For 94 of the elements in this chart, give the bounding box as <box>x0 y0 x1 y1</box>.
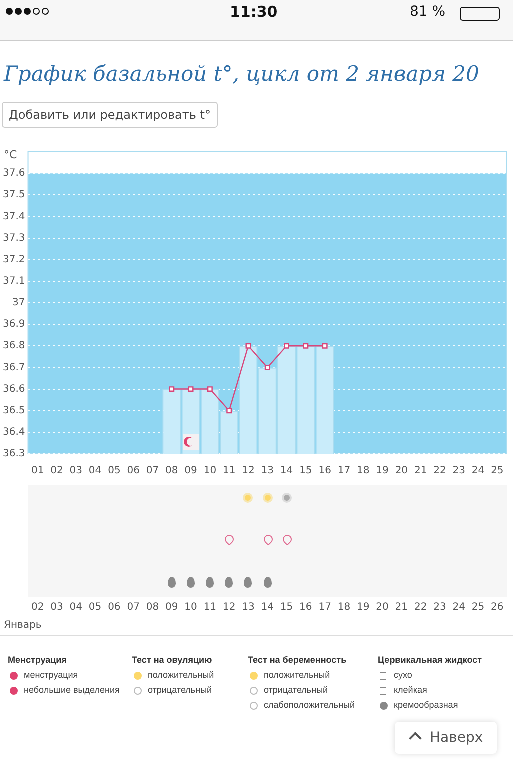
text: слабоположительный <box>264 700 356 710</box>
x-tick-label: 14 <box>280 466 294 477</box>
text: положительный <box>264 670 330 680</box>
text: небольшие выделения <box>24 685 120 695</box>
text: 04 <box>68 602 84 613</box>
text: положительный <box>148 670 214 680</box>
text: 14 <box>260 602 275 613</box>
x-tick-label: 05 <box>108 466 121 477</box>
x-tick-label: 18 <box>357 466 370 477</box>
x-tick-label: 25 <box>491 466 504 477</box>
y-tick-label: 37 <box>12 298 26 309</box>
y-tick-label: 37.2 <box>3 254 26 266</box>
y-tick-label: 36.5 <box>3 405 26 416</box>
text: 02 <box>30 602 46 613</box>
text: Наверх <box>430 730 484 746</box>
x-tick-label: 20 <box>395 466 408 477</box>
x-tick-label: 03 <box>70 466 83 477</box>
text: 19 <box>356 602 371 613</box>
text: Цервикальная жидкост <box>378 655 482 665</box>
text: 13 <box>241 602 256 613</box>
text: 23 <box>432 602 448 613</box>
x-tick-label: 08 <box>166 466 178 477</box>
text: клейкая <box>394 685 428 695</box>
y-tick-label: 37.6 <box>3 168 26 180</box>
text: 03 <box>50 602 64 613</box>
x-tick-label: 16 <box>318 466 332 477</box>
point <box>264 364 270 370</box>
text: Тест на беременность <box>248 655 347 665</box>
text: 24 <box>452 602 466 613</box>
text: 11:30 <box>230 3 278 21</box>
point <box>188 386 194 392</box>
text: 07 <box>126 602 141 613</box>
y-tick-label: 36.9 <box>3 319 26 330</box>
y-tick-label: 36.4 <box>3 427 26 438</box>
point <box>322 343 328 349</box>
point <box>246 343 252 349</box>
x-tick-label: 10 <box>204 466 217 477</box>
text: кремообразная <box>394 700 458 710</box>
x-tick-label: 01 <box>31 466 44 477</box>
x-tick-label: 12 <box>242 466 255 477</box>
point <box>207 386 213 392</box>
x-tick-label: 09 <box>184 466 198 477</box>
x-tick-label: 17 <box>338 466 351 477</box>
text: сухо <box>394 670 412 680</box>
y-tick-label: 36.3 <box>3 448 26 460</box>
text: отрицательный <box>148 685 212 695</box>
x-tick-label: 13 <box>261 466 274 477</box>
point <box>284 343 290 349</box>
text: отрицательный <box>264 685 328 695</box>
text: 06 <box>107 602 122 613</box>
y-tick-label: 36.7 <box>3 362 26 374</box>
y-tick-label: 37.4 <box>3 211 26 222</box>
x-tick-label: 21 <box>414 466 428 477</box>
x-tick-label: 19 <box>376 466 389 477</box>
x-tick-label: 22 <box>434 466 446 477</box>
text: 18 <box>336 602 352 613</box>
x-tick-label: 11 <box>222 466 236 477</box>
point <box>169 386 175 392</box>
y-tick-label: 36.6 <box>3 384 26 395</box>
text: Менструация <box>8 655 67 665</box>
y-tick-label: 37.3 <box>3 232 26 244</box>
text: 11 <box>202 602 218 613</box>
x-tick-label: 02 <box>50 466 64 477</box>
x-tick-label: 24 <box>472 466 485 477</box>
x-tick-label: 07 <box>146 466 160 477</box>
text: 10 <box>184 602 198 613</box>
text: 12 <box>222 602 237 613</box>
text: 25 <box>470 602 486 613</box>
chart-title: График базальной t°, цикл от 2 января 20 <box>4 62 480 86</box>
x-tick-label: 15 <box>300 466 312 477</box>
point <box>226 408 232 414</box>
x-tick-label: 04 <box>88 466 102 477</box>
text: 15 <box>279 602 294 613</box>
point <box>303 343 309 349</box>
text: 09 <box>164 602 180 613</box>
x-tick-label: 23 <box>452 466 466 477</box>
text: 21 <box>394 602 410 613</box>
text: Январь <box>4 620 42 631</box>
text: 17 <box>318 602 332 613</box>
text: 05 <box>88 602 103 613</box>
y-axis-title: °C <box>4 148 18 162</box>
text: 20 <box>375 602 390 613</box>
text: 22 <box>413 602 428 613</box>
text: 26 <box>490 602 505 613</box>
y-tick-label: 37.5 <box>3 190 26 201</box>
y-tick-label: 36.8 <box>3 340 26 352</box>
x-tick-label: 06 <box>127 466 140 477</box>
y-tick-label: 37.1 <box>3 276 26 288</box>
text: Тест на овуляцию <box>132 655 212 665</box>
text: 16 <box>298 602 314 613</box>
text: Добавить или редактировать t° <box>2 102 218 128</box>
text: менструация <box>24 670 78 680</box>
text: 08 <box>145 602 160 613</box>
text: 81 % <box>410 4 446 20</box>
